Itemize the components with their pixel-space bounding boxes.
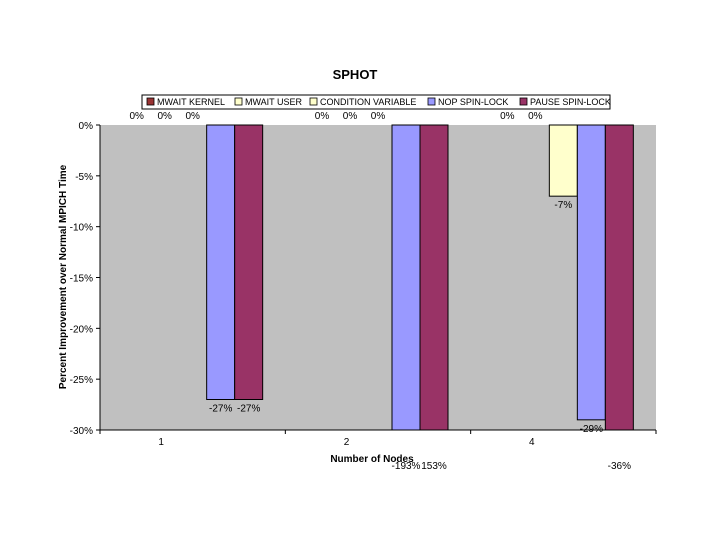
data-label: -27% xyxy=(209,404,232,415)
chart-title: SPHOT xyxy=(333,67,378,82)
legend-label: MWAIT USER xyxy=(245,97,303,107)
data-label: -193% xyxy=(392,461,421,472)
bar xyxy=(576,124,606,421)
bar xyxy=(604,124,634,431)
y-tick-label: -25% xyxy=(70,375,93,386)
bar xyxy=(419,124,449,431)
legend-label: MWAIT KERNEL xyxy=(157,97,225,107)
data-label: 0% xyxy=(157,111,172,122)
legend-label: NOP SPIN-LOCK xyxy=(438,97,508,107)
legend-label: CONDITION VARIABLE xyxy=(320,97,416,107)
data-label: -29% xyxy=(580,424,603,435)
bar xyxy=(391,124,421,431)
bar xyxy=(548,124,578,197)
data-label: 0% xyxy=(343,111,358,122)
legend: MWAIT KERNEL MWAIT USER CONDITION VARIABLE… xyxy=(141,94,611,110)
data-label: 0% xyxy=(185,111,200,122)
y-axis-ticks: 0% -5% -10% -15% -20% -25% -30% xyxy=(70,121,100,437)
data-label: -36% xyxy=(608,461,631,472)
data-label: 0% xyxy=(371,111,386,122)
legend-swatch xyxy=(234,97,243,106)
y-tick-label: -20% xyxy=(70,324,93,335)
bar xyxy=(206,124,236,400)
data-label: 153% xyxy=(421,461,447,472)
data-label: -27% xyxy=(237,404,260,415)
data-label: -7% xyxy=(554,200,572,211)
legend-swatch xyxy=(519,97,528,106)
legend-swatch xyxy=(146,97,155,106)
y-tick-label: 0% xyxy=(79,121,94,132)
bars xyxy=(206,124,634,431)
bar xyxy=(234,124,264,400)
x-tick-label: 1 xyxy=(158,437,164,448)
y-axis-label: Percent Improvement over Normal MPICH Ti… xyxy=(58,164,69,389)
y-tick-label: -30% xyxy=(70,426,93,437)
legend-box xyxy=(141,94,611,110)
legend-swatch xyxy=(427,97,436,106)
legend-label: PAUSE SPIN-LOCK xyxy=(530,97,611,107)
legend-swatch xyxy=(309,97,318,106)
x-tick-label: 4 xyxy=(529,437,535,448)
data-label: 0% xyxy=(315,111,330,122)
x-axis-label: Number of Nodes xyxy=(330,454,414,465)
data-label: 0% xyxy=(528,111,543,122)
data-label: 0% xyxy=(500,111,515,122)
data-label: 0% xyxy=(129,111,144,122)
data-labels: 0% 0% 0% 0% 0% 0% 0% 0% -7% -27% -193% -29% -27% 153%… xyxy=(129,111,631,472)
y-tick-label: -15% xyxy=(70,274,93,285)
x-tick-label: 2 xyxy=(344,437,350,448)
x-axis-ticks: 1 2 4 xyxy=(99,430,657,448)
y-tick-label: -10% xyxy=(70,223,93,234)
y-tick-label: -5% xyxy=(75,172,93,183)
